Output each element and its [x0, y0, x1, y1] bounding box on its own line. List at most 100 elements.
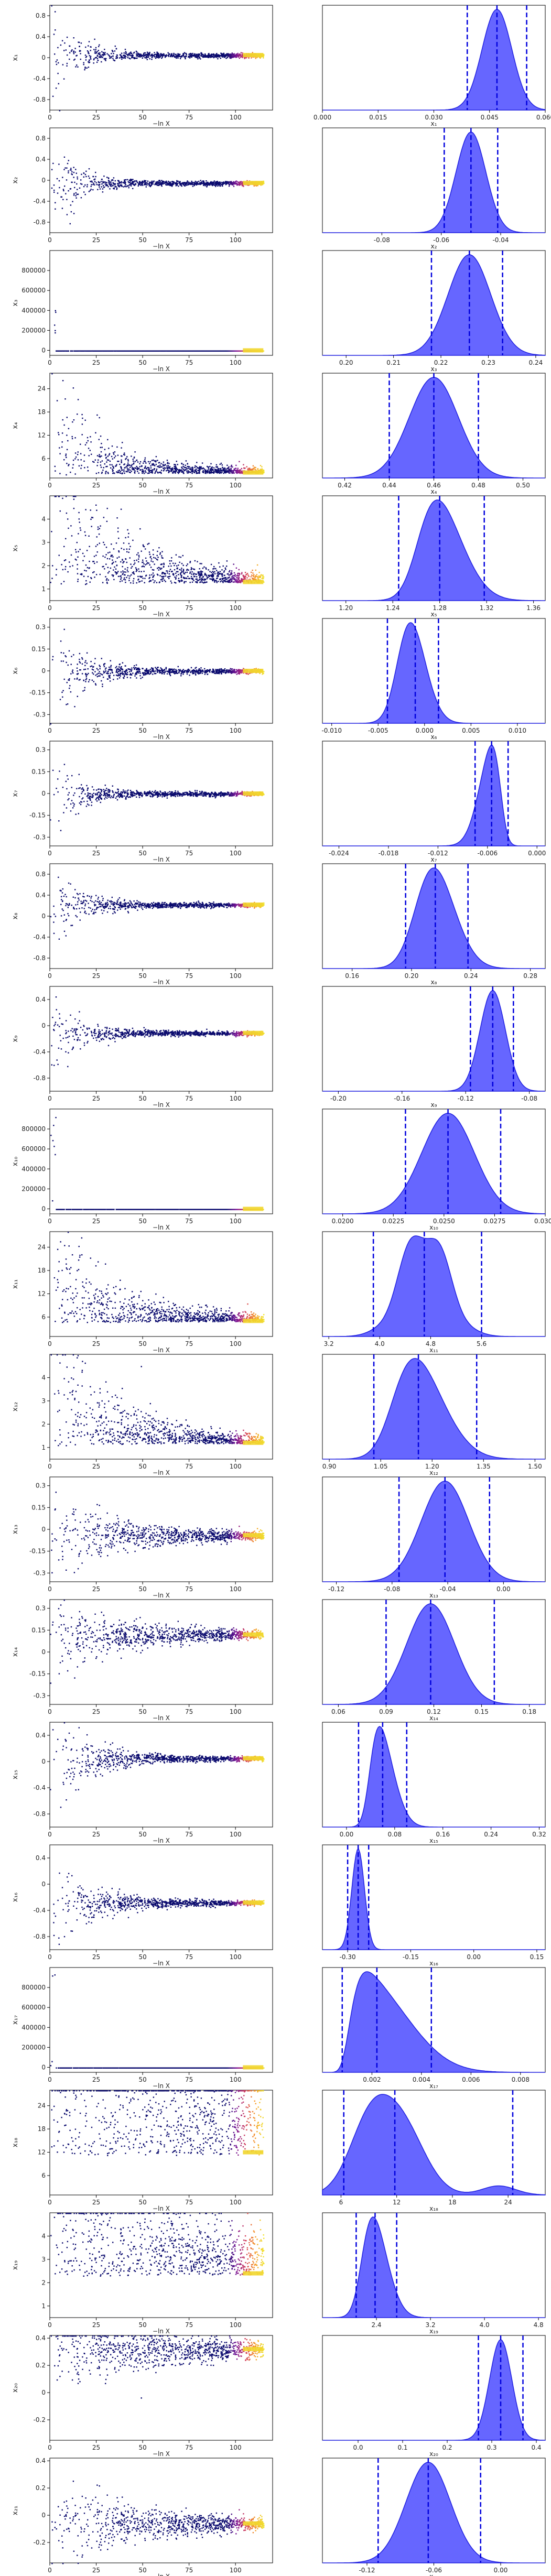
trace-sample-point — [94, 181, 95, 182]
trace-sample-point — [106, 461, 107, 462]
trace-sample-point — [109, 558, 110, 559]
trace-sample-point — [233, 181, 234, 182]
trace-sample-point — [61, 447, 62, 448]
trace-sample-point — [58, 83, 59, 84]
trace-sample-point — [148, 562, 149, 563]
trace-sample-point — [148, 473, 149, 474]
trace-sample-point — [96, 510, 97, 511]
trace-sample-point — [77, 573, 78, 574]
trace-sample-point — [217, 466, 218, 467]
trace-sample-point — [231, 570, 232, 571]
trace-sample-point — [89, 561, 90, 562]
trace-sample-point — [198, 574, 199, 575]
trace-sample-point — [223, 55, 224, 56]
trace-sample-point — [170, 56, 171, 57]
trace-sample-point — [216, 581, 217, 582]
trace-sample-point — [126, 351, 127, 352]
trace-sample-point — [75, 452, 76, 453]
trace-sample-point — [81, 459, 82, 460]
trace-sample-point — [66, 199, 67, 200]
trace-sample-point — [75, 198, 77, 199]
trace-sample-point — [149, 463, 150, 464]
trace-sample-point — [121, 351, 122, 352]
trace-sample-point — [58, 496, 59, 497]
trace-sample-point — [126, 562, 127, 563]
trace-sample-point — [206, 55, 207, 56]
trace-sample-point — [199, 575, 200, 577]
trace-sample-point — [51, 578, 52, 579]
trace-sample-point — [179, 54, 180, 55]
trace-sample-point — [124, 468, 125, 469]
trace-sample-point — [125, 186, 126, 187]
trace-sample-point — [118, 538, 119, 539]
trace-sample-point — [145, 674, 146, 675]
trace-sample-point — [128, 185, 129, 186]
trace-sample-point — [106, 578, 107, 579]
trace-sample-point — [164, 468, 165, 469]
trace-sample-point — [183, 473, 184, 474]
trace-sample-point — [91, 578, 92, 579]
trace-sample-point — [104, 181, 105, 182]
trace-sample-point — [128, 552, 129, 553]
trace-sample-point — [134, 573, 135, 574]
trace-sample-point — [66, 351, 67, 352]
trace-sample-point — [81, 465, 82, 466]
trace-sample-point — [84, 69, 85, 70]
trace-sample-point — [93, 462, 94, 463]
trace-sample-point — [58, 62, 59, 63]
trace-sample-point — [56, 64, 57, 65]
trace-sample-point — [187, 572, 188, 573]
trace-sample-point — [236, 472, 237, 473]
trace-sample-point — [236, 55, 237, 56]
trace-sample-point — [128, 181, 129, 182]
trace-sample-point — [131, 180, 132, 181]
trace-sample-point — [123, 469, 124, 470]
trace-sample-point — [89, 178, 90, 179]
trace-sample-point — [81, 414, 82, 415]
trace-sample-point — [112, 351, 113, 352]
trace-sample-point — [84, 68, 85, 69]
trace-sample-point — [145, 471, 146, 472]
trace-sample-point — [73, 499, 74, 500]
trace-sample-point — [63, 581, 64, 582]
trace-sample-point — [210, 55, 211, 56]
trace-sample-point — [188, 471, 189, 472]
trace-sample-point — [124, 574, 125, 575]
trace-sample-point — [70, 525, 71, 526]
trace-sample-point — [178, 182, 179, 183]
trace-sample-point — [82, 418, 83, 419]
trace-sample-point — [119, 184, 120, 186]
trace-sample-point — [190, 582, 191, 583]
trace-sample-point — [230, 470, 231, 471]
trace-sample-point — [235, 465, 236, 466]
trace-sample-point — [161, 186, 163, 187]
trace-sample-point — [107, 459, 108, 460]
trace-sample-point — [176, 58, 177, 59]
trace-sample-point — [225, 568, 226, 569]
trace-sample-point — [74, 182, 75, 183]
trace-sample-point — [201, 563, 202, 564]
trace-sample-point — [220, 571, 221, 572]
trace-sample-point — [236, 182, 237, 183]
trace-sample-point — [98, 60, 99, 61]
trace-sample-point — [99, 456, 100, 457]
posterior-x-axis-label: x₄ — [431, 488, 437, 495]
trace-sample-point — [94, 51, 95, 52]
trace-sample-point — [247, 574, 249, 575]
trace-sample-point — [107, 572, 109, 573]
trace-sample-point — [101, 186, 102, 187]
trace-sample-point — [86, 442, 87, 443]
trace-sample-point — [213, 572, 214, 573]
trace-sample-point — [196, 471, 197, 472]
trace-sample-point — [150, 461, 151, 462]
trace-sample-point — [133, 468, 134, 469]
trace-sample-point — [122, 470, 123, 471]
trace-sample-point — [219, 56, 220, 57]
trace-sample-point — [235, 468, 236, 469]
trace-sample-point — [133, 564, 134, 565]
trace-sample-point — [89, 62, 90, 63]
trace-sample-point — [193, 574, 194, 575]
trace-sample-point — [224, 351, 225, 352]
trace-sample-point — [112, 469, 113, 470]
trace-sample-point — [174, 582, 175, 583]
